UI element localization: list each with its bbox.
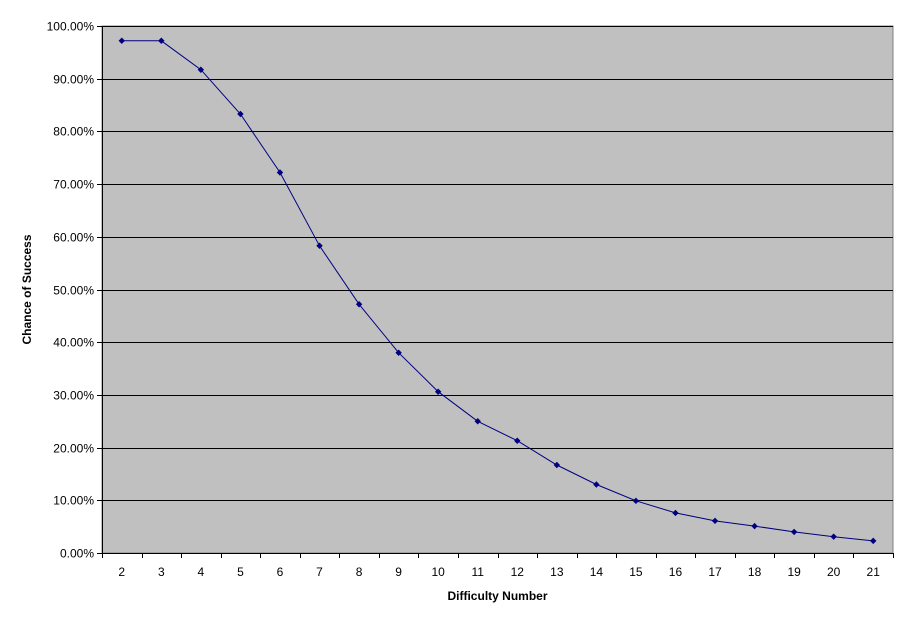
data-point-marker — [158, 37, 165, 44]
x-tick-label: 17 — [708, 565, 722, 579]
data-point-marker — [632, 497, 640, 505]
series-line — [121, 40, 874, 542]
x-tick-label: 6 — [277, 565, 284, 579]
y-tick-label: 50.00% — [53, 284, 94, 298]
data-point-marker — [237, 110, 244, 118]
data-point-marker — [593, 481, 600, 488]
data-point-marker — [276, 169, 284, 176]
x-tick-label: 19 — [787, 565, 801, 579]
y-tick-label: 80.00% — [53, 125, 94, 139]
x-tick-label: 15 — [629, 565, 643, 579]
plot-area — [101, 25, 894, 554]
x-tick-label: 12 — [511, 565, 525, 579]
x-tick-label: 14 — [590, 565, 604, 579]
x-tick-label: 16 — [669, 565, 683, 579]
x-tick-label: 3 — [158, 565, 165, 579]
data-point-marker — [197, 66, 205, 73]
x-tick-label: 8 — [356, 565, 363, 579]
axes — [97, 26, 894, 558]
data-point-marker — [870, 537, 877, 545]
x-tick-label: 10 — [431, 565, 445, 579]
y-tick-label: 20.00% — [53, 442, 94, 456]
data-point-marker — [790, 528, 798, 536]
gridlines — [102, 26, 893, 501]
x-tick-label: 21 — [867, 565, 881, 579]
y-tick-labels: 0.00% 10.00% 20.00% 30.00% 40.00% 50.00% 60.00… — [47, 20, 95, 561]
data-point-marker — [830, 533, 837, 540]
data-point-marker — [355, 301, 363, 308]
data-point-marker — [711, 517, 719, 525]
y-tick-label: 60.00% — [53, 231, 94, 245]
x-tick-label: 20 — [827, 565, 841, 579]
y-tick-label: 90.00% — [53, 73, 94, 87]
x-tick-label: 9 — [395, 565, 402, 579]
data-point-marker — [474, 418, 481, 425]
y-tick-label: 100.00% — [47, 20, 95, 34]
x-tick-labels: 2 3 4 5 6 7 8 9 10 11 12 13 14 15 16 17 18 19 20 21 — [118, 565, 880, 579]
data-point-marker — [434, 388, 442, 395]
x-tick-label: 13 — [550, 565, 564, 579]
data-point-marker — [118, 37, 125, 44]
data-point-marker — [751, 522, 758, 530]
series-layer — [118, 37, 877, 545]
y-axis-title: Chance of Success — [20, 234, 34, 344]
y-tick-label: 0.00% — [60, 547, 94, 561]
data-point-marker — [514, 437, 521, 444]
y-tick-label: 10.00% — [53, 494, 94, 508]
data-point-marker — [395, 349, 402, 356]
x-axis-title: Difficulty Number — [447, 589, 547, 603]
x-tick-label: 7 — [316, 565, 323, 579]
data-point-marker — [316, 242, 323, 249]
data-point-marker — [553, 461, 561, 469]
x-tick-label: 18 — [748, 565, 762, 579]
x-tick-label: 5 — [237, 565, 244, 579]
y-tick-label: 40.00% — [53, 336, 94, 350]
x-tick-label: 4 — [198, 565, 205, 579]
data-point-marker — [672, 509, 679, 517]
y-tick-label: 30.00% — [53, 389, 94, 403]
y-tick-label: 70.00% — [53, 178, 94, 192]
x-tick-label: 11 — [471, 565, 484, 579]
x-tick-label: 2 — [118, 565, 125, 579]
